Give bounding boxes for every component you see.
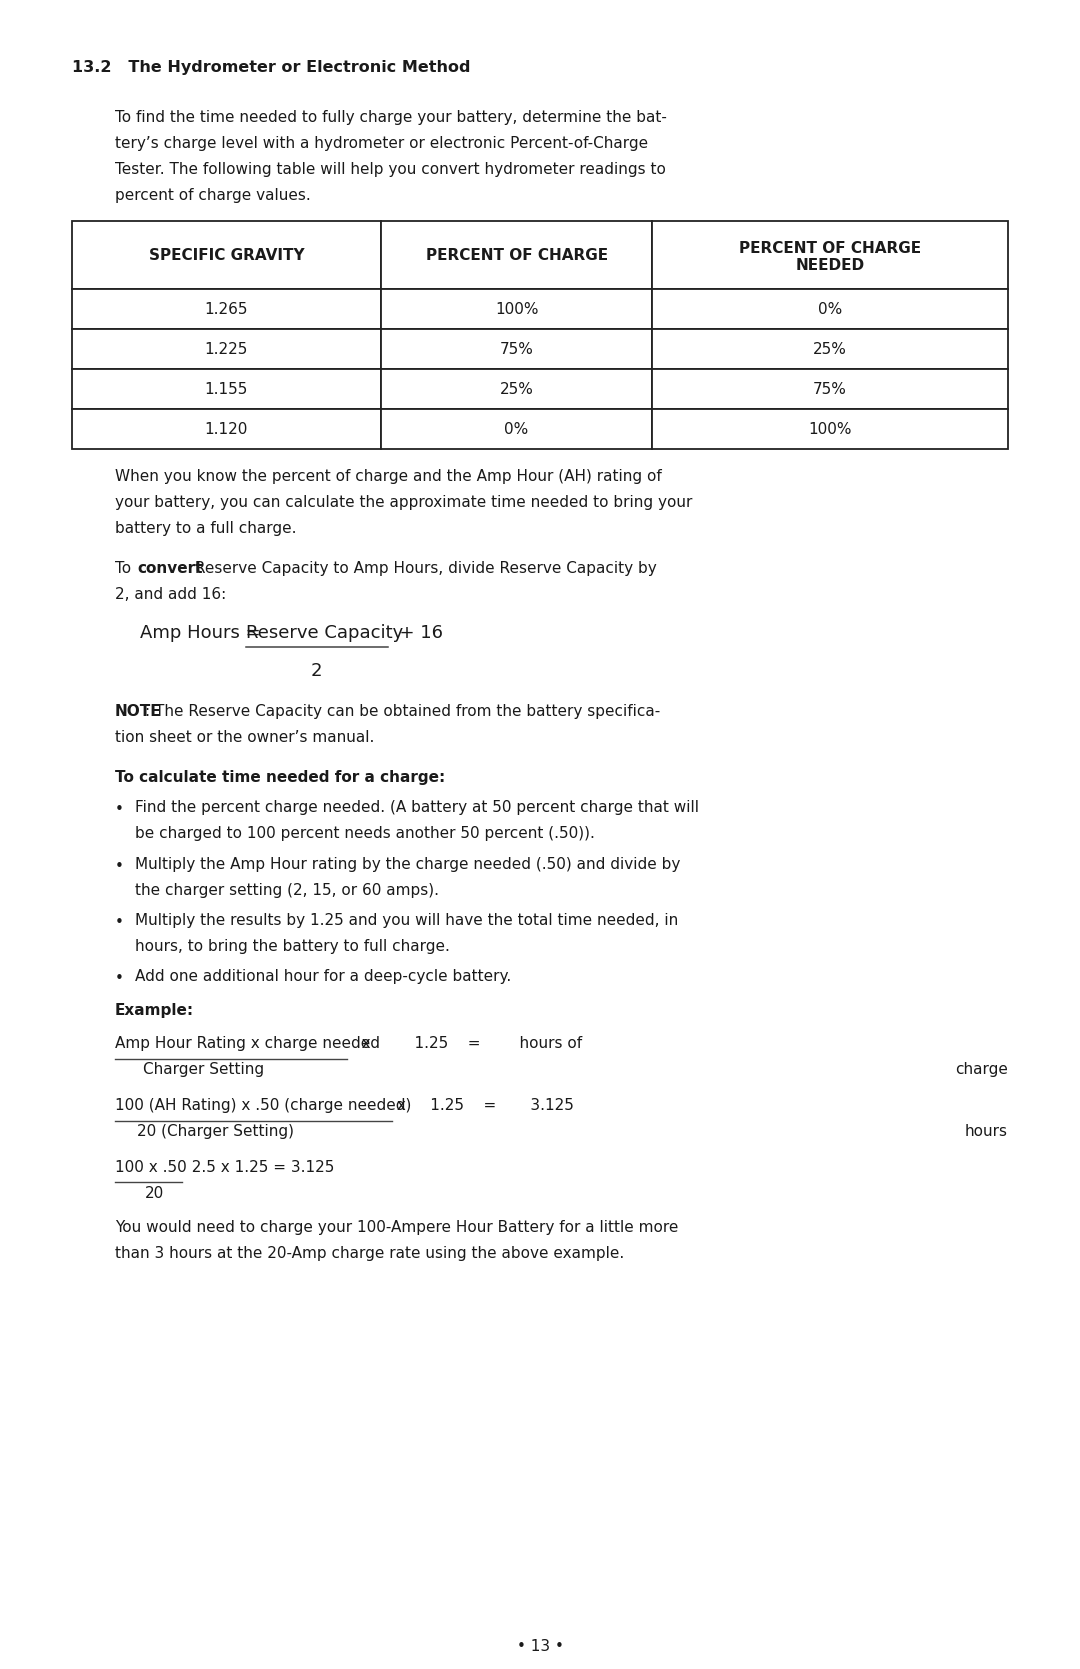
Text: 2, and add 16:: 2, and add 16: [114, 587, 226, 603]
Text: 100 x .50: 100 x .50 [114, 1160, 187, 1175]
Text: 20 (Charger Setting): 20 (Charger Setting) [137, 1125, 294, 1140]
Bar [652, 220, 1008, 289]
Text: 0%: 0% [504, 422, 529, 437]
Bar [381, 220, 652, 289]
Bar [72, 289, 381, 329]
Bar [381, 409, 652, 449]
Text: Multiply the Amp Hour rating by the charge needed (.50) and divide by: Multiply the Amp Hour rating by the char… [135, 856, 680, 871]
Text: 1.120: 1.120 [205, 422, 248, 437]
Text: 25%: 25% [500, 382, 534, 397]
Text: •: • [114, 971, 124, 986]
Text: You would need to charge your 100-Ampere Hour Battery for a little more: You would need to charge your 100-Ampere… [114, 1220, 678, 1235]
Text: be charged to 100 percent needs another 50 percent (.50)).: be charged to 100 percent needs another … [135, 826, 595, 841]
Text: Tester. The following table will help you convert hydrometer readings to: Tester. The following table will help yo… [114, 162, 666, 177]
Text: hours, to bring the battery to full charge.: hours, to bring the battery to full char… [135, 938, 450, 953]
Text: charge: charge [955, 1063, 1008, 1078]
Bar [652, 409, 1008, 449]
Text: your battery, you can calculate the approximate time needed to bring your: your battery, you can calculate the appr… [114, 496, 692, 511]
Text: •: • [114, 803, 124, 818]
Text: 20: 20 [145, 1187, 164, 1202]
Text: 2: 2 [311, 663, 323, 681]
Text: 75%: 75% [813, 382, 847, 397]
Bar [652, 329, 1008, 369]
Text: battery to a full charge.: battery to a full charge. [114, 521, 297, 536]
Bar [72, 329, 381, 369]
Text: • 13 •: • 13 • [516, 1639, 564, 1654]
Text: 0%: 0% [818, 302, 842, 317]
Bar [652, 289, 1008, 329]
Text: tion sheet or the owner’s manual.: tion sheet or the owner’s manual. [114, 731, 375, 744]
Text: Find the percent charge needed. (A battery at 50 percent charge that will: Find the percent charge needed. (A batte… [135, 801, 699, 816]
Text: 1.155: 1.155 [205, 382, 248, 397]
Bar [381, 289, 652, 329]
Text: •: • [114, 858, 124, 873]
Text: When you know the percent of charge and the Amp Hour (AH) rating of: When you know the percent of charge and … [114, 469, 662, 484]
Text: 100 (AH Rating) x .50 (charge needed): 100 (AH Rating) x .50 (charge needed) [114, 1098, 411, 1113]
Text: 100%: 100% [495, 302, 538, 317]
Text: Add one additional hour for a deep-cycle battery.: Add one additional hour for a deep-cycle… [135, 970, 511, 985]
Bar [72, 409, 381, 449]
Text: To find the time needed to fully charge your battery, determine the bat-: To find the time needed to fully charge … [114, 110, 666, 125]
Text: 13.2   The Hydrometer or Electronic Method: 13.2 The Hydrometer or Electronic Method [72, 60, 471, 75]
Text: percent of charge values.: percent of charge values. [114, 189, 311, 204]
Text: To calculate time needed for a charge:: To calculate time needed for a charge: [114, 769, 445, 784]
Text: Multiply the results by 1.25 and you will have the total time needed, in: Multiply the results by 1.25 and you wil… [135, 913, 678, 928]
Bar [381, 369, 652, 409]
Text: Amp Hours =: Amp Hours = [140, 624, 267, 643]
Bar [381, 329, 652, 369]
Text: 1.265: 1.265 [205, 302, 248, 317]
Text: 75%: 75% [500, 342, 534, 357]
Text: x         1.25    =        hours of: x 1.25 = hours of [347, 1036, 582, 1051]
Text: PERCENT OF CHARGE: PERCENT OF CHARGE [426, 247, 608, 262]
Text: than 3 hours at the 20-Amp charge rate using the above example.: than 3 hours at the 20-Amp charge rate u… [114, 1247, 624, 1262]
Bar [72, 220, 381, 289]
Text: NEEDED: NEEDED [796, 257, 865, 272]
Text: 2.5 x 1.25 = 3.125: 2.5 x 1.25 = 3.125 [183, 1160, 335, 1175]
Text: the charger setting (2, 15, or 60 amps).: the charger setting (2, 15, or 60 amps). [135, 883, 438, 898]
Text: 1.225: 1.225 [205, 342, 248, 357]
Text: hours: hours [966, 1125, 1008, 1140]
Text: x     1.25    =       3.125: x 1.25 = 3.125 [392, 1098, 573, 1113]
Text: Amp Hour Rating x charge needed: Amp Hour Rating x charge needed [114, 1036, 380, 1051]
Text: •: • [114, 915, 124, 930]
Text: 100%: 100% [809, 422, 852, 437]
Text: tery’s charge level with a hydrometer or electronic Percent-of-Charge: tery’s charge level with a hydrometer or… [114, 135, 648, 150]
Bar [72, 369, 381, 409]
Text: Reserve Capacity to Amp Hours, divide Reserve Capacity by: Reserve Capacity to Amp Hours, divide Re… [190, 561, 657, 576]
Text: Reserve Capacity: Reserve Capacity [246, 624, 403, 643]
Bar [652, 369, 1008, 409]
Text: Example:: Example: [114, 1003, 194, 1018]
Text: + 16: + 16 [388, 624, 443, 643]
Text: : The Reserve Capacity can be obtained from the battery specifica-: : The Reserve Capacity can be obtained f… [145, 704, 660, 719]
Text: NOTE: NOTE [114, 704, 162, 719]
Text: 25%: 25% [813, 342, 847, 357]
Text: PERCENT OF CHARGE: PERCENT OF CHARGE [739, 240, 921, 255]
Text: Charger Setting: Charger Setting [143, 1063, 264, 1078]
Text: SPECIFIC GRAVITY: SPECIFIC GRAVITY [149, 247, 305, 262]
Text: convert: convert [137, 561, 203, 576]
Text: To: To [114, 561, 136, 576]
